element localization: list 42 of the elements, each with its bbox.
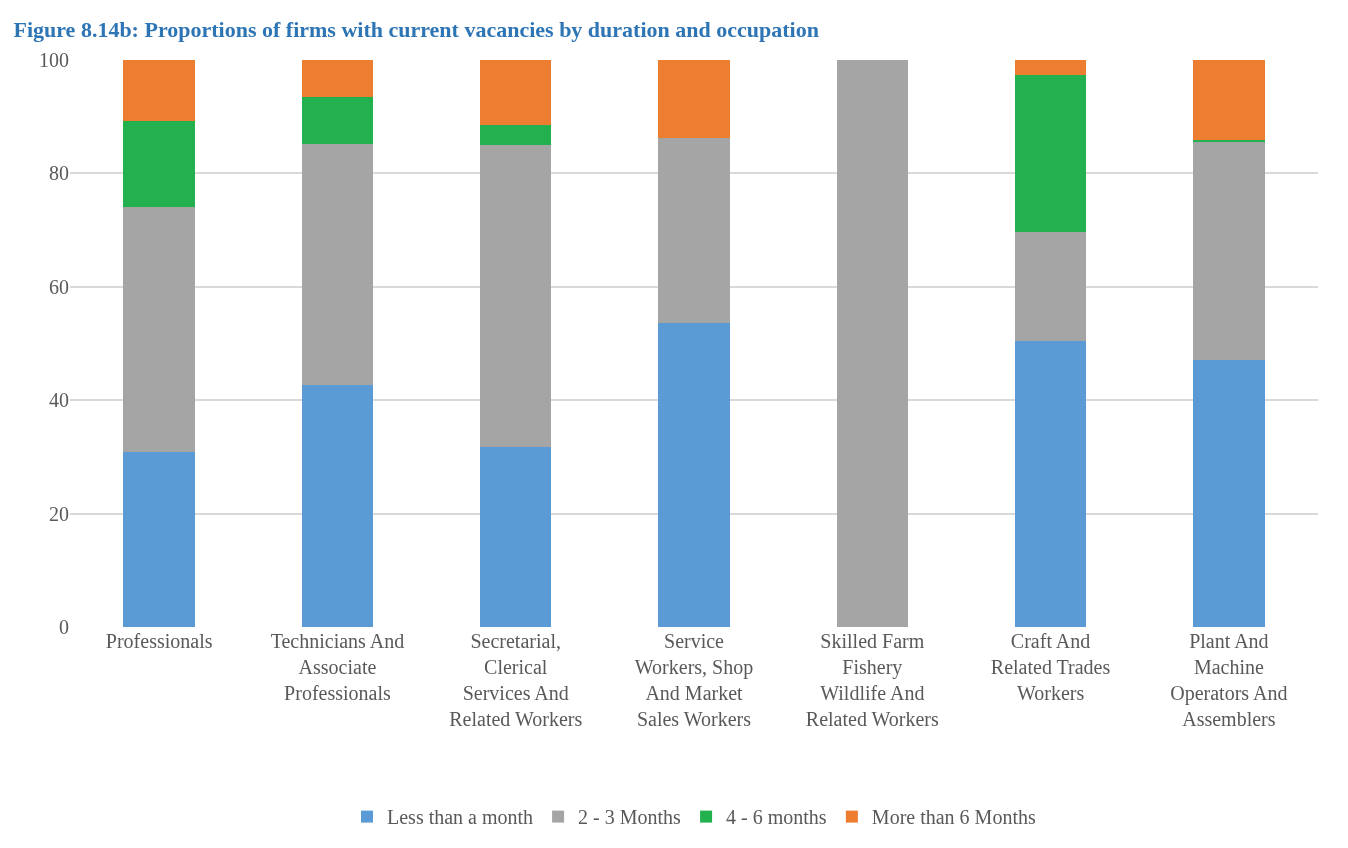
bar [301, 143, 374, 386]
x-tick-label: Plant And Machine Operators And Assemblers [1170, 630, 1288, 730]
y-tick-label: 20 [49, 502, 69, 525]
bar [123, 452, 195, 627]
legend-label: 2 - 3 Months [578, 806, 682, 829]
bar [658, 137, 730, 323]
bar [1193, 60, 1265, 140]
y-tick-label: 80 [49, 162, 69, 185]
legend-label: 4 - 6 months [726, 806, 827, 829]
x-tick-label: Craft And Related Trades Workers [990, 630, 1111, 704]
y-tick-label: 40 [49, 389, 69, 412]
x-tick-label: Skilled Farm Fishery Wildlife And Related Workers [805, 630, 939, 730]
x-tick-label: Professionals [105, 630, 213, 652]
bar [1014, 232, 1087, 342]
chart-title: Figure 8.14b: Proportions of firms with current vacancies by duration and occupation [13, 16, 819, 42]
x-tick-label: Secretarial, Clerical Services And Related Workers [449, 630, 583, 730]
bar [658, 60, 730, 138]
y-tick-label: 60 [49, 275, 69, 298]
bar [480, 125, 552, 146]
bar [1193, 359, 1265, 627]
legend-label: Less than a month [387, 806, 534, 829]
x-tick-label: Technicians And Associate Professionals [270, 630, 405, 704]
bar [123, 121, 195, 207]
y-tick-label: 100 [39, 49, 69, 71]
bar [301, 60, 374, 98]
bar [123, 60, 195, 122]
bar [123, 206, 195, 453]
bar [1014, 74, 1087, 233]
bar [1193, 139, 1265, 142]
bar [1014, 341, 1087, 627]
y-tick-label: 0 [59, 616, 69, 638]
bar [480, 447, 552, 627]
legend-label: More than 6 Months [871, 806, 1036, 829]
bar [1193, 141, 1265, 360]
bar [301, 385, 374, 627]
bar [1014, 60, 1087, 75]
bar [658, 322, 730, 627]
bar [480, 60, 552, 126]
x-tick-label: Service Workers, Shop And Market Sales Workers [634, 630, 754, 730]
bar [301, 97, 374, 144]
bar [480, 145, 552, 448]
bar [836, 60, 908, 627]
